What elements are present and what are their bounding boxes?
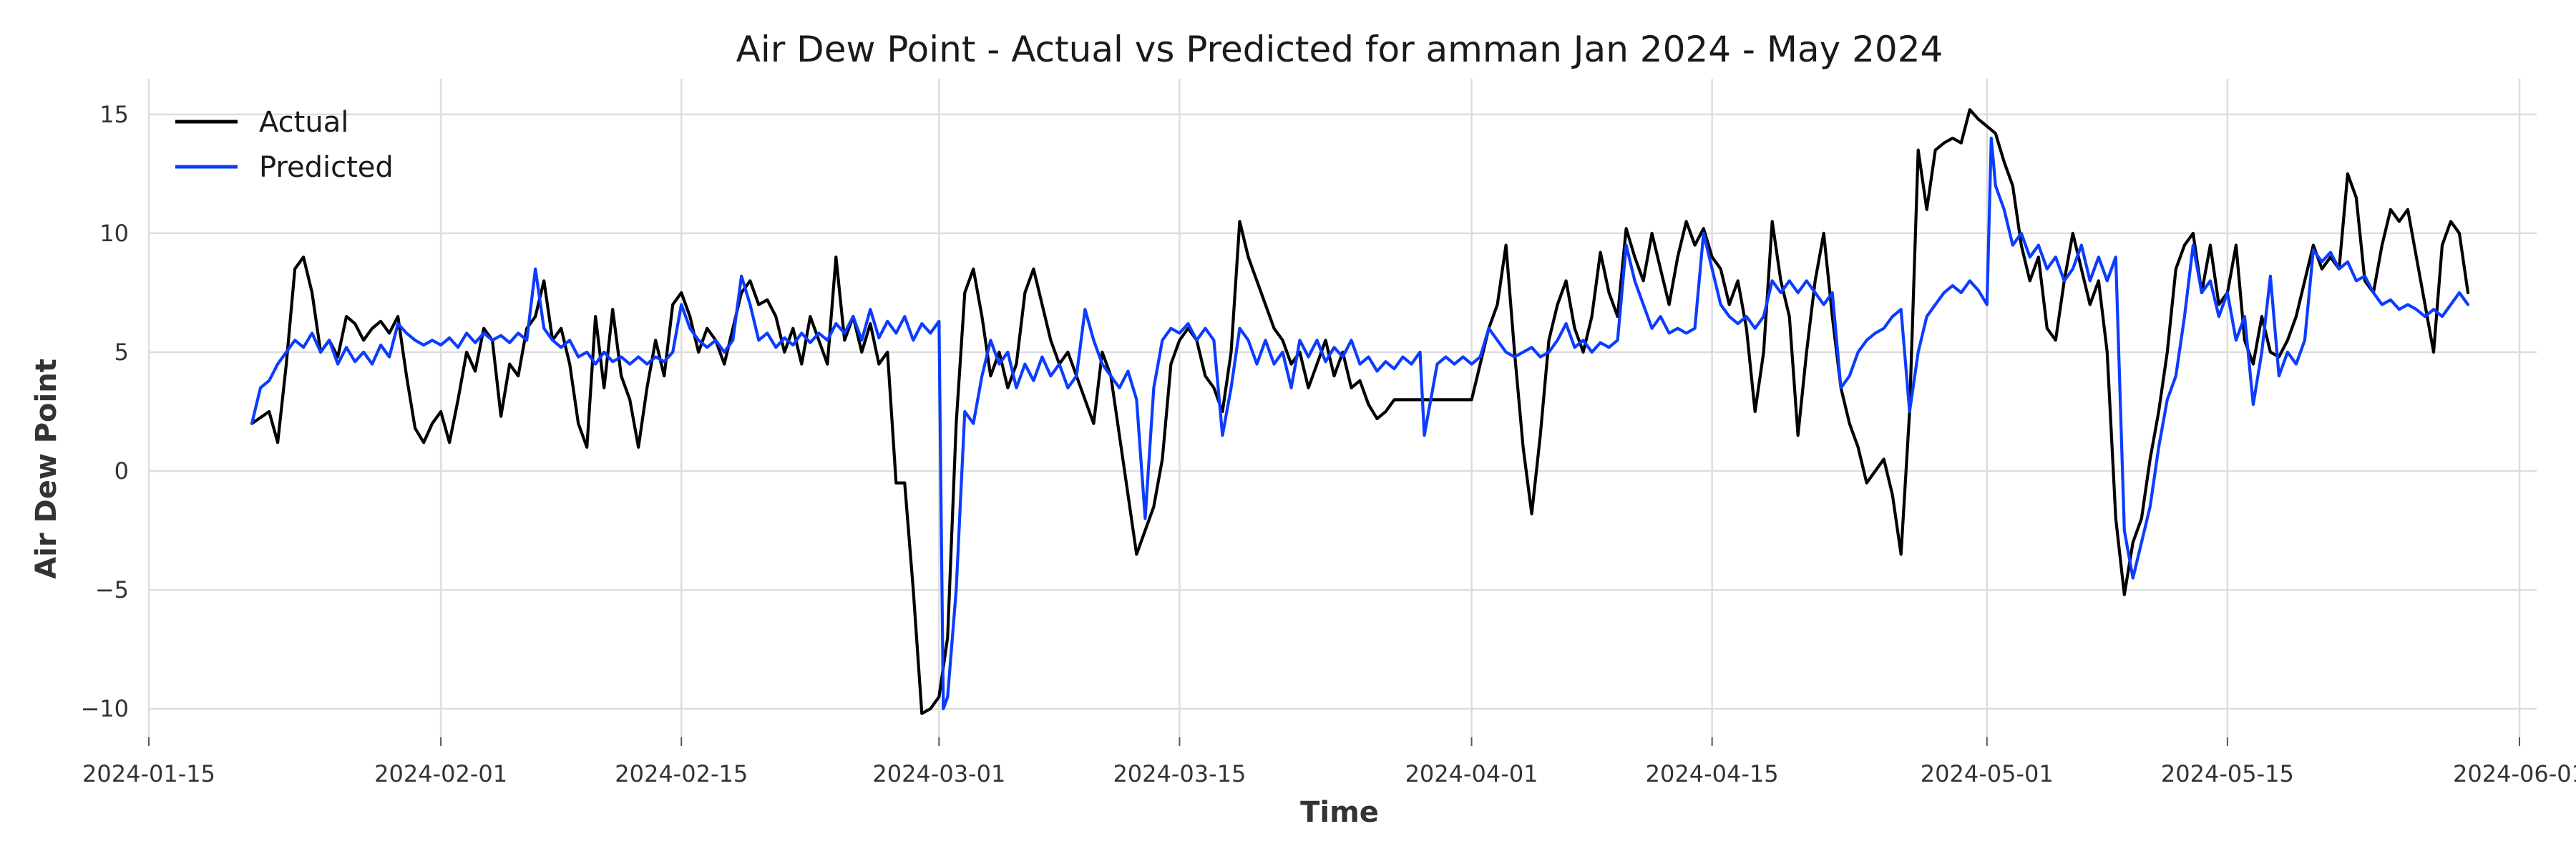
series-line-predicted [250,136,2470,711]
x-axis-label: Time [1300,796,1379,829]
legend-label-predicted: Predicted [259,151,394,184]
series-layer [250,108,2470,715]
y-tick-label: 15 [99,101,129,128]
x-tick-label: 2024-03-01 [872,760,1005,787]
legend-label-actual: Actual [259,106,348,139]
y-tick-label: 5 [114,339,129,366]
series-line-actual [250,108,2470,715]
x-tick-label: 2024-02-15 [615,760,748,787]
y-tick-label: 10 [99,220,129,247]
chart-title: Air Dew Point - Actual vs Predicted for … [736,29,1943,70]
y-tick-label: 0 [114,457,129,485]
x-tick-label: 2024-04-15 [1646,760,1779,787]
legend: Actual Predicted [175,106,394,184]
x-tick-label: 2024-05-01 [1921,760,2054,787]
tick-labels: 2024-01-15 2024-02-01 2024-02-15 2024-03-01… [80,101,2576,787]
x-tick-label: 2024-01-15 [82,760,215,787]
y-tick-label: −5 [95,576,129,603]
x-tick-label: 2024-02-01 [374,760,507,787]
y-axis-label: Air Dew Point [30,359,63,579]
x-tick-label: 2024-05-15 [2161,760,2294,787]
y-tick-label: −10 [80,695,129,722]
x-tick-label: 2024-03-15 [1113,760,1246,787]
x-tick-label: 2024-04-01 [1405,760,1538,787]
x-tick-label: 2024-06-01 [2453,760,2576,787]
